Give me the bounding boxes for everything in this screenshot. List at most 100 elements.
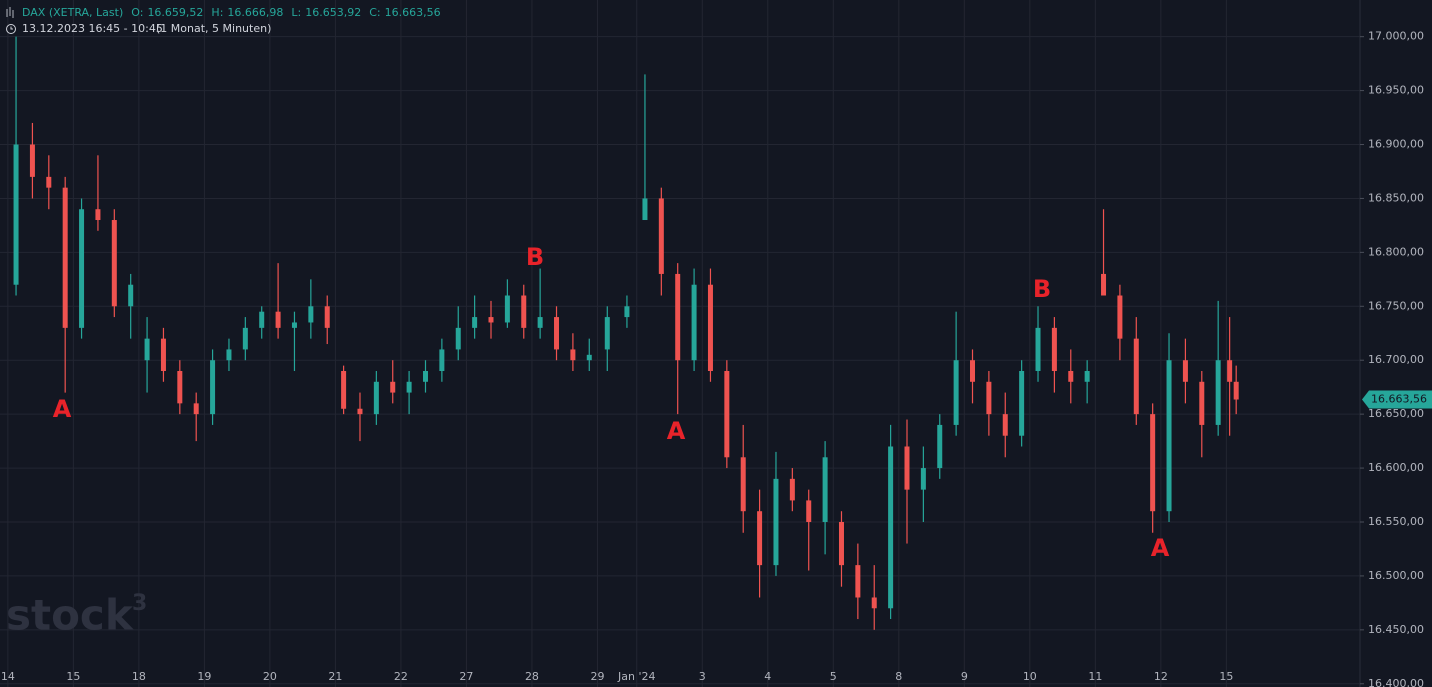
ohlc-label: L: (291, 6, 301, 19)
x-tick-label: 5 (830, 670, 837, 683)
candle-body (488, 317, 494, 323)
candle-body (259, 311, 265, 328)
candle-body (177, 371, 183, 404)
last-price-label: 16.663,56 (1371, 393, 1427, 406)
candle-body (144, 338, 150, 361)
candle-body (1215, 360, 1221, 425)
candle-body (871, 597, 877, 609)
candle-body (210, 360, 216, 415)
y-tick-label: 16.950,00 (1368, 84, 1424, 97)
annotation: A (1151, 534, 1170, 562)
candle-body (675, 273, 681, 361)
candle-body (822, 457, 828, 522)
x-tick-label: 12 (1154, 670, 1168, 683)
candle-body (193, 403, 199, 415)
candle-body (46, 176, 52, 188)
candle-body (986, 381, 992, 415)
candle-body (160, 338, 166, 372)
y-tick-label: 16.550,00 (1368, 515, 1424, 528)
x-tick-label: 20 (263, 670, 277, 683)
candle-body (422, 371, 428, 382)
candle-body (888, 446, 894, 609)
candle-body (920, 468, 926, 490)
symbol: DAX (XETRA, Last) (22, 6, 123, 19)
y-tick-label: 16.600,00 (1368, 461, 1424, 474)
annotation: B (1033, 275, 1051, 303)
candle-body (324, 306, 330, 328)
candle-body (1150, 414, 1156, 512)
candle-body (1233, 381, 1239, 400)
candle-body (128, 284, 134, 307)
x-tick-label: 3 (699, 670, 706, 683)
candle-body (838, 521, 844, 566)
candle-body (586, 354, 592, 361)
candle-body (1068, 371, 1074, 382)
candle-body (504, 295, 510, 323)
candle-body (226, 349, 232, 361)
annotation: A (53, 395, 72, 423)
ohlc-label: H: (211, 6, 223, 19)
y-tick-label: 16.700,00 (1368, 353, 1424, 366)
x-tick-label: 9 (961, 670, 968, 683)
annotation: A (667, 417, 686, 445)
watermark-text: stock (6, 591, 134, 640)
y-tick-label: 16.450,00 (1368, 623, 1424, 636)
x-tick-label: 27 (459, 670, 473, 683)
candle-body (1035, 327, 1041, 372)
candle-body (13, 144, 19, 285)
candle-body (242, 327, 248, 350)
ohlc-value: 16.659,52 (147, 6, 203, 19)
candle-body (773, 478, 779, 566)
y-tick-label: 17.000,00 (1368, 30, 1424, 43)
x-tick-label: 15 (1219, 670, 1233, 683)
candle-body (970, 360, 976, 382)
watermark: stock 3 (6, 591, 147, 640)
candle-body (1019, 371, 1025, 436)
candle-body (455, 327, 461, 350)
x-tick-label: Jan '24 (617, 670, 655, 683)
x-tick-label: 18 (132, 670, 146, 683)
candle-body (275, 311, 281, 328)
candle-body (757, 511, 763, 566)
y-tick-label: 16.850,00 (1368, 191, 1424, 204)
candle-body (1084, 371, 1090, 382)
candle-body (472, 317, 478, 328)
clock-icon (6, 24, 16, 34)
candle-body (1101, 273, 1107, 296)
candle-body (308, 306, 314, 323)
candle-body (624, 306, 630, 318)
candle-body (390, 381, 396, 393)
candles (13, 36, 1239, 630)
candle-body (937, 424, 943, 469)
y-tick-label: 16.750,00 (1368, 299, 1424, 312)
bars-icon (6, 7, 14, 18)
candle-body (29, 144, 35, 177)
ohlc-value: 16.666,98 (227, 6, 283, 19)
x-tick-label: 28 (525, 670, 539, 683)
candle-body (953, 360, 959, 425)
candle-body (570, 349, 576, 361)
x-tick-label: 29 (590, 670, 604, 683)
interval: (1 Monat, 5 Minuten) (156, 22, 271, 35)
candle-body (904, 446, 910, 490)
candle-body (537, 317, 543, 328)
candle-body (1166, 360, 1172, 512)
last-price-tag (1362, 390, 1432, 409)
x-tick-label: 15 (66, 670, 80, 683)
annotation: B (526, 243, 544, 271)
grid (0, 0, 1360, 687)
candle-body (406, 381, 412, 393)
candle-body (373, 381, 379, 415)
candle-body (554, 317, 560, 350)
y-tick-label: 16.650,00 (1368, 407, 1424, 420)
candle-body (1227, 360, 1233, 382)
candle-body (291, 322, 297, 328)
ohlc-label: C: (369, 6, 380, 19)
candle-body (789, 478, 795, 501)
candle-body (658, 198, 664, 274)
candle-body (1117, 295, 1123, 339)
candle-body (341, 371, 347, 409)
candle-body (357, 408, 363, 415)
